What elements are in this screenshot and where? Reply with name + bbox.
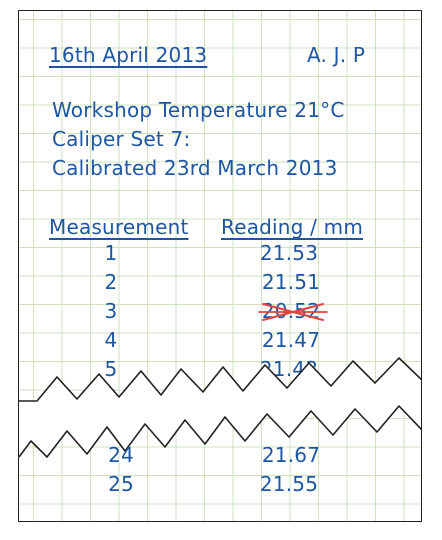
reading-value: 21.55 [259,472,319,496]
measurement-number: 3 [104,299,118,323]
grid-paper-sheet: 16th April 2013 A. J. P Workshop Tempera… [18,10,422,522]
measurement-number: 24 [108,443,134,467]
reading-value: 21.43 [259,357,319,381]
column-header-reading: Reading / mm [221,215,363,239]
measurement-number: 1 [104,241,118,265]
reading-value: 21.51 [261,270,321,294]
workshop-temperature: Workshop Temperature 21°C [52,98,345,122]
strike-through-mark [258,303,328,321]
measurement-number: 5 [104,357,118,381]
reading-value: 21.67 [261,443,321,467]
reading-value: 21.53 [259,241,319,265]
measurement-number: 25 [108,472,134,496]
column-header-measurement: Measurement [49,215,189,239]
measurement-number: 4 [104,328,118,352]
torn-paper-break [19,357,421,458]
reading-value: 21.47 [261,328,321,352]
header-date: 16th April 2013 [49,43,208,67]
calibration-date: Calibrated 23rd March 2013 [52,156,338,180]
measurement-number: 2 [104,270,118,294]
measurement-number: 6 [104,386,118,410]
reading-ellipsis: ... [279,386,299,410]
caliper-set: Caliper Set 7: [52,127,191,151]
header-initials: A. J. P [307,43,366,67]
crossed-out-reading: 20.52 [241,299,341,325]
